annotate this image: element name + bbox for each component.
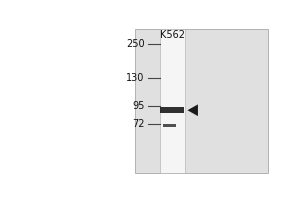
Text: 72: 72 bbox=[132, 119, 145, 129]
Text: K562: K562 bbox=[160, 30, 185, 40]
Bar bbox=[160, 107, 184, 113]
Polygon shape bbox=[188, 104, 198, 116]
Bar bbox=[160, 29, 185, 173]
Text: 130: 130 bbox=[126, 73, 145, 83]
Bar bbox=[135, 29, 268, 173]
Text: 250: 250 bbox=[126, 39, 145, 49]
Bar bbox=[163, 124, 176, 127]
Text: 95: 95 bbox=[132, 101, 145, 111]
